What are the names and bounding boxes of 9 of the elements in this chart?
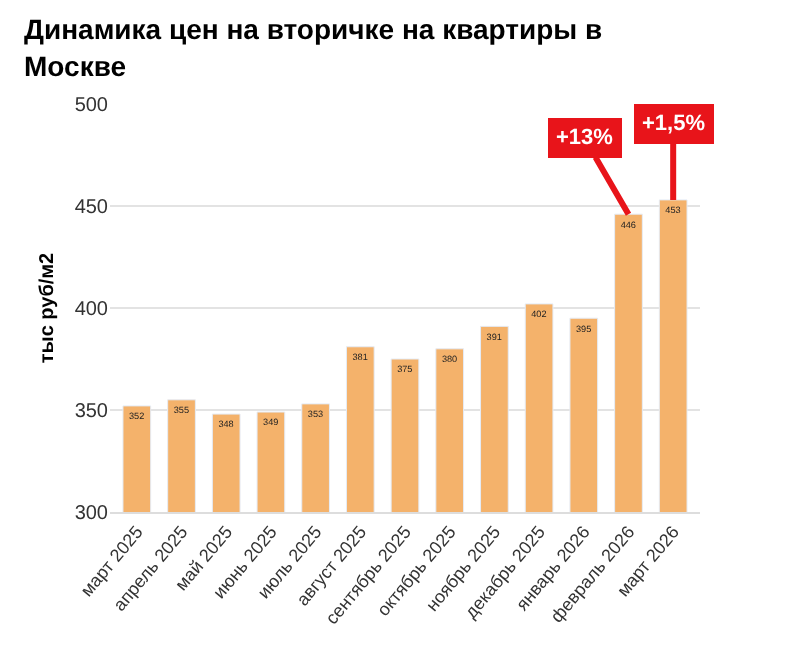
y-tick-label: 300: [74, 503, 109, 525]
y-tick-label: 450: [74, 197, 109, 219]
y-tick-label: 350: [74, 401, 109, 423]
annotation: +1,5%: [642, 112, 706, 136]
y-tick-label: 400: [74, 299, 109, 321]
y-tick-label: 500: [74, 95, 109, 117]
chart-title: Динамика цен на вторичке на квартиры в Москве: [24, 13, 604, 82]
annotation: +13%: [556, 126, 614, 150]
y-axis-title: тыс руб/м2: [36, 251, 59, 364]
